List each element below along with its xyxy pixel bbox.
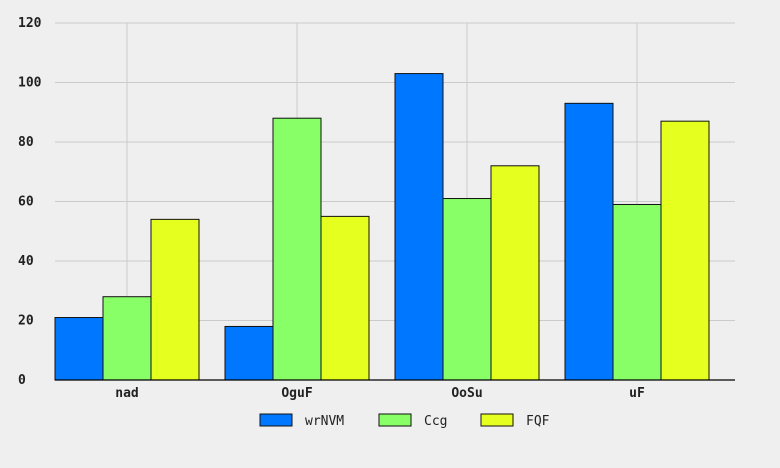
y-tick-label: 20 (18, 314, 34, 329)
bar-wrNVM-OguF (224, 325, 274, 381)
legend: wrNVM Ccg FQF (259, 413, 550, 429)
x-tick-label: OoSu (451, 386, 482, 401)
legend-label: FQF (526, 414, 550, 429)
y-tick-label: 60 (18, 195, 34, 210)
y-tick-label: 80 (18, 135, 34, 150)
bar-wrNVM-uF (564, 102, 614, 381)
legend-swatch (480, 413, 514, 427)
legend-swatch (378, 413, 412, 427)
legend-item: wrNVM (259, 413, 344, 429)
y-tick-labels: 0 20 40 60 80 100 120 (18, 16, 42, 388)
bar-wrNVM-nad (54, 317, 104, 381)
bar-FQF-nad (150, 218, 200, 381)
y-tick-label: 120 (18, 16, 42, 31)
legend-item: FQF (480, 413, 550, 429)
bar-Ccg-nad (102, 296, 152, 381)
y-tick-label: 100 (18, 76, 42, 91)
legend-swatch (259, 413, 293, 427)
x-tick-label: nad (115, 386, 138, 401)
bar-Ccg-OoSu (442, 198, 492, 381)
bar-Ccg-uF (612, 203, 662, 381)
x-tick-labels: nad OguF OoSu uF (115, 386, 645, 401)
legend-item: Ccg (378, 413, 447, 429)
bars (54, 73, 710, 381)
y-tick-label: 0 (18, 373, 26, 388)
x-tick-label: uF (629, 386, 645, 401)
bar-FQF-OoSu (490, 165, 540, 381)
bar-Ccg-OguF (272, 117, 322, 381)
bar-FQF-OguF (320, 215, 370, 381)
x-tick-label: OguF (281, 386, 312, 401)
legend-label: Ccg (424, 414, 447, 429)
y-tick-label: 40 (18, 254, 34, 269)
bar-wrNVM-OoSu (394, 73, 444, 381)
bar-FQF-uF (660, 120, 710, 381)
legend-label: wrNVM (305, 414, 344, 429)
